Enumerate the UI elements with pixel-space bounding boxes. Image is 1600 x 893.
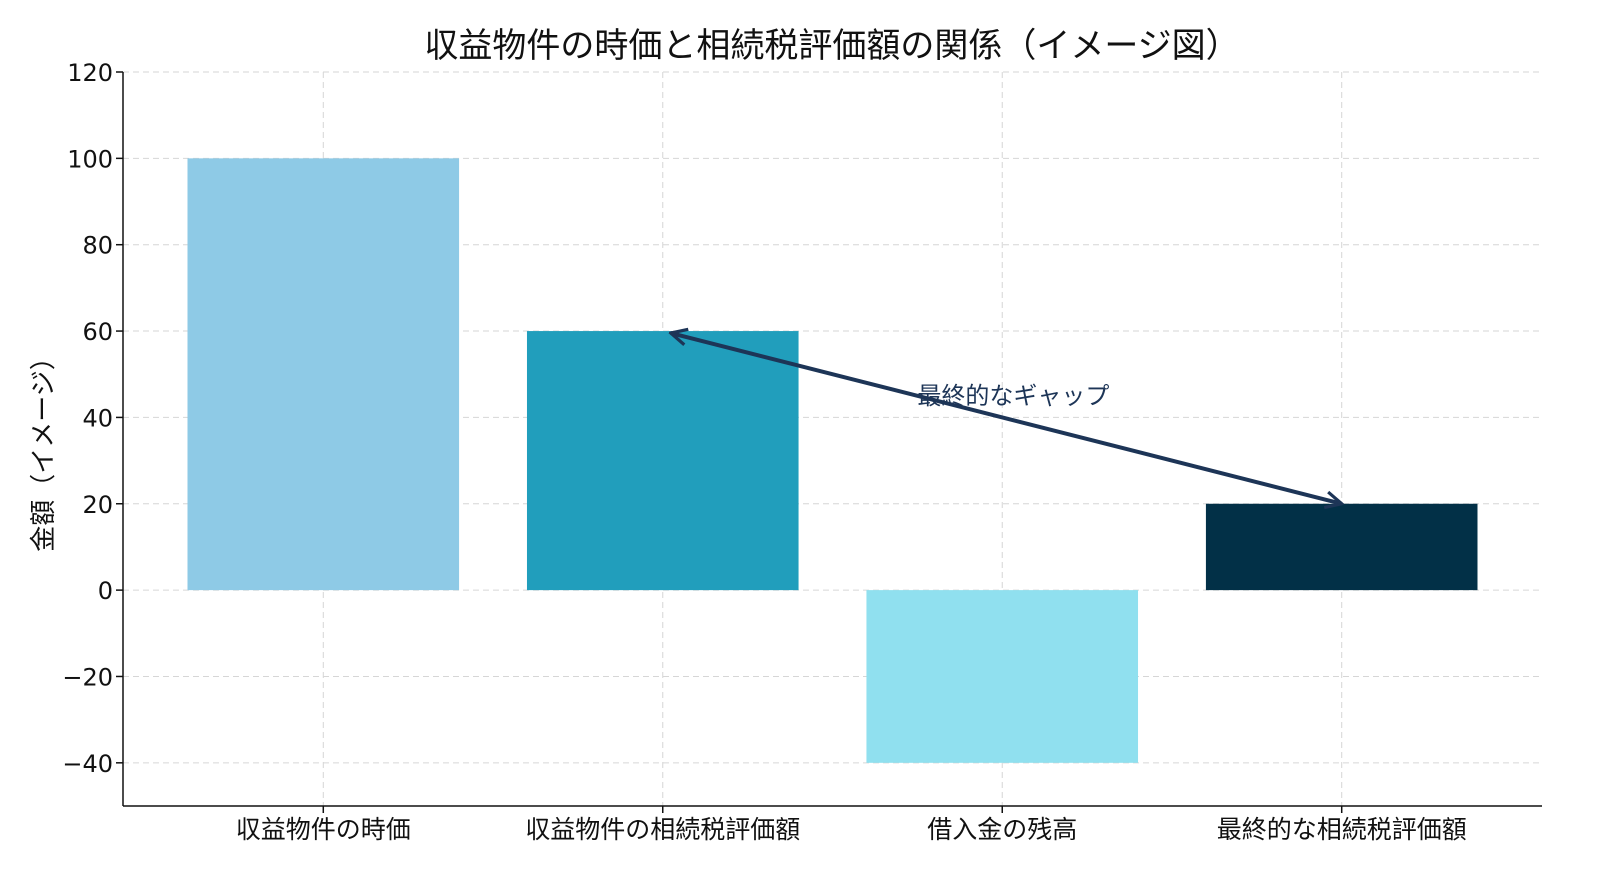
y-tick-label: −40: [62, 750, 113, 778]
y-axis-label: 金額（イメージ）: [29, 344, 59, 551]
x-tick-label: 借入金の残高: [927, 815, 1077, 844]
y-tick-label: 100: [67, 145, 113, 173]
y-tick-label: −20: [62, 663, 113, 691]
bar: [866, 590, 1139, 763]
chart-title: 収益物件の時価と相続税評価額の関係（イメージ図）: [424, 26, 1239, 66]
y-tick-label: 20: [82, 491, 113, 519]
x-tick-label: 収益物件の時価: [236, 815, 411, 844]
x-tick-label: 収益物件の相続税評価額: [525, 815, 800, 844]
bar: [1205, 503, 1478, 591]
y-tick-label: 40: [82, 404, 113, 432]
bar: [187, 158, 460, 591]
gap-annotation-label: 最終的なギャップ: [917, 382, 1109, 410]
y-tick-label: 60: [82, 318, 113, 346]
bar: [526, 331, 799, 591]
x-tick-label: 最終的な相続税評価額: [1217, 815, 1467, 844]
y-tick-label: 120: [67, 59, 113, 87]
y-tick-label: 0: [98, 577, 113, 605]
gap-arrow: [671, 333, 1342, 504]
y-tick-label: 80: [82, 232, 113, 260]
